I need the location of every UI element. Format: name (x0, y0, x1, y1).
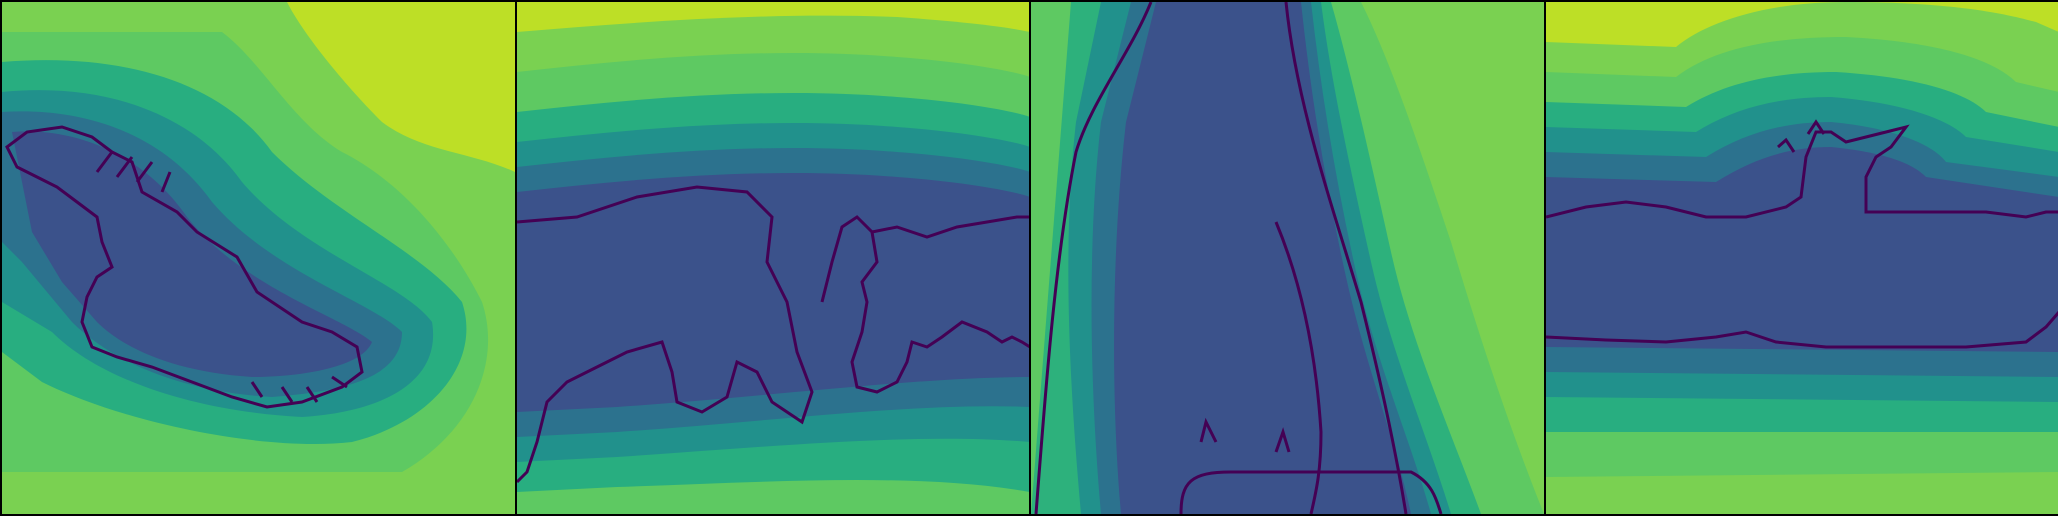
animals-distance-map (516, 2, 1029, 514)
long-animal-distance-map (1545, 2, 2058, 514)
stalk-distance-map (1031, 2, 1544, 514)
distance-field-panel-bird (2, 2, 515, 514)
distance-field-panel-long-animal (1545, 2, 2058, 514)
distance-field-panel-stalk (1031, 2, 1544, 514)
bird-distance-map (2, 2, 515, 514)
distance-field-panel-animals (516, 2, 1029, 514)
